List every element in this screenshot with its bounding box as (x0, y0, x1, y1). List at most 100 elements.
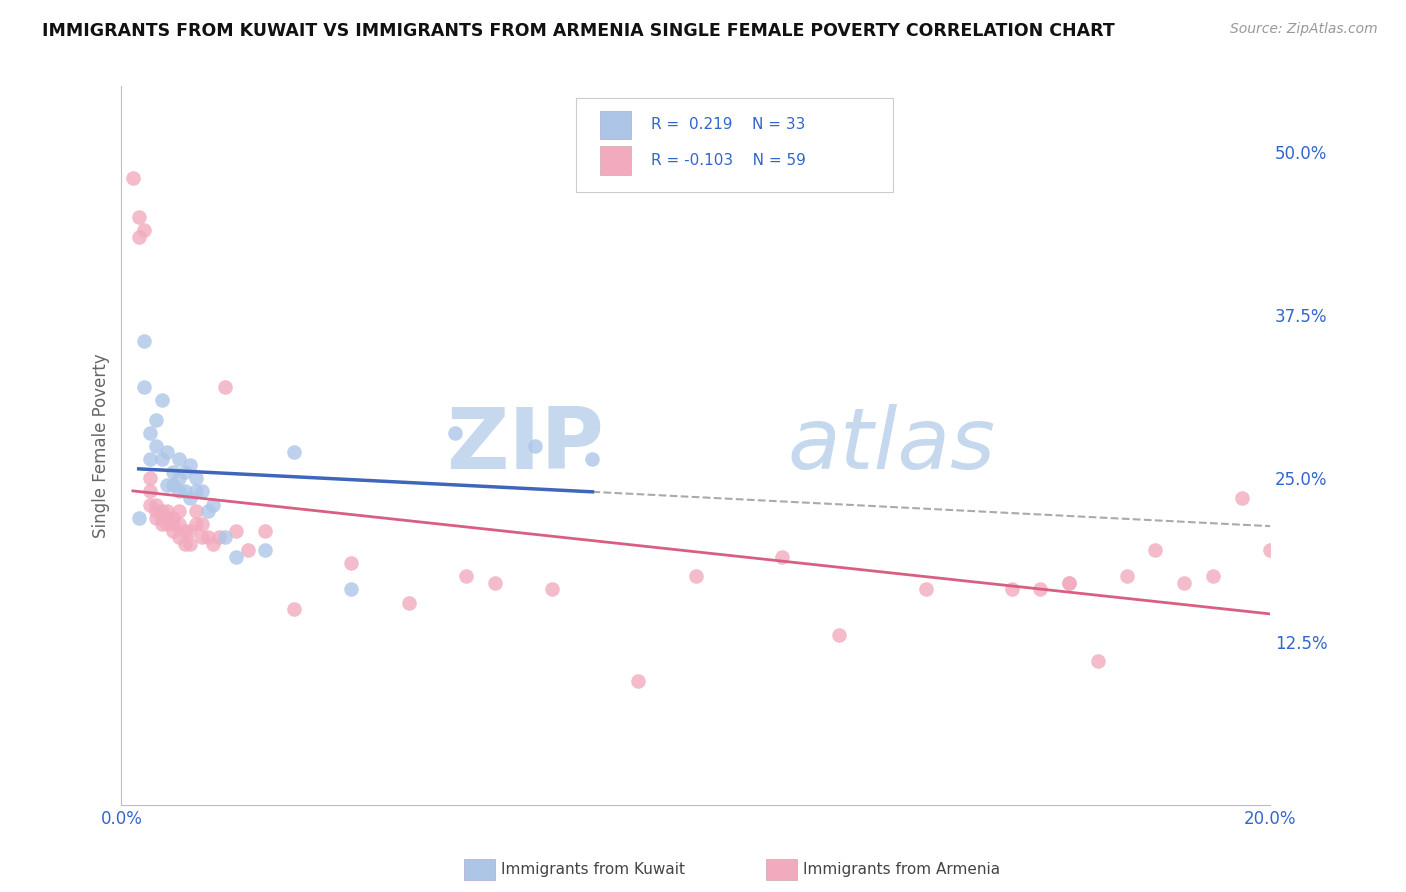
Point (254, 524, 277, 538)
Point (184, 504, 207, 518)
Point (685, 569, 707, 583)
Point (139, 451, 162, 466)
Point (225, 524, 247, 538)
Point (914, 582, 936, 597)
Point (156, 445, 179, 459)
Point (1258, 543, 1281, 558)
Text: Source: ZipAtlas.com: Source: ZipAtlas.com (1230, 22, 1378, 37)
Point (128, 229, 150, 244)
Point (283, 602, 305, 616)
Point (1115, 569, 1137, 583)
Point (167, 484, 190, 499)
Point (162, 478, 184, 492)
Point (214, 380, 236, 394)
Point (1173, 576, 1195, 591)
Point (581, 451, 603, 466)
Point (128, 510, 150, 524)
Point (139, 498, 162, 512)
Point (214, 530, 236, 544)
Text: R =  0.219    N = 33: R = 0.219 N = 33 (651, 118, 806, 132)
Point (162, 517, 184, 532)
Point (184, 471, 207, 485)
Point (150, 504, 173, 518)
Point (1230, 491, 1253, 505)
Point (145, 504, 167, 518)
Point (770, 549, 793, 564)
Point (128, 210, 150, 224)
Point (225, 549, 247, 564)
Point (191, 484, 214, 499)
Point (167, 451, 190, 466)
Point (156, 504, 179, 518)
Point (150, 510, 173, 524)
Text: IMMIGRANTS FROM KUWAIT VS IMMIGRANTS FROM ARMENIA SINGLE FEMALE POVERTY CORRELAT: IMMIGRANTS FROM KUWAIT VS IMMIGRANTS FRO… (42, 22, 1115, 40)
Text: Immigrants from Armenia: Immigrants from Armenia (803, 863, 1000, 877)
Point (197, 504, 219, 518)
Point (167, 530, 190, 544)
Point (167, 504, 190, 518)
Point (162, 510, 184, 524)
Point (145, 439, 167, 453)
Point (1202, 569, 1225, 583)
Point (541, 582, 564, 597)
Point (139, 425, 162, 440)
Text: ZIP: ZIP (446, 404, 605, 487)
Point (398, 595, 420, 609)
Y-axis label: Single Female Poverty: Single Female Poverty (93, 353, 110, 538)
Point (191, 530, 214, 544)
Point (145, 498, 167, 512)
Point (184, 517, 207, 532)
Point (167, 517, 190, 532)
Point (179, 537, 201, 551)
Point (156, 478, 179, 492)
Point (627, 673, 650, 688)
Point (173, 484, 195, 499)
Point (150, 392, 173, 407)
Point (156, 517, 179, 532)
Point (1001, 582, 1024, 597)
Point (202, 498, 225, 512)
Point (173, 537, 195, 551)
Point (340, 582, 363, 597)
Point (184, 484, 207, 499)
Point (179, 491, 201, 505)
Point (134, 223, 156, 237)
Point (173, 465, 195, 479)
Text: R = -0.103    N = 59: R = -0.103 N = 59 (651, 153, 806, 168)
Text: Immigrants from Kuwait: Immigrants from Kuwait (501, 863, 685, 877)
Point (283, 445, 305, 459)
Point (197, 530, 219, 544)
Point (254, 543, 277, 558)
Point (156, 510, 179, 524)
Point (150, 517, 173, 532)
Point (1087, 654, 1109, 668)
Point (145, 510, 167, 524)
Point (162, 524, 184, 538)
Point (145, 412, 167, 426)
Point (1057, 576, 1080, 591)
Point (162, 465, 184, 479)
Point (484, 576, 506, 591)
Point (202, 537, 225, 551)
Text: atlas: atlas (787, 404, 995, 487)
Point (1144, 543, 1167, 558)
Point (167, 471, 190, 485)
Point (454, 569, 477, 583)
Point (122, 170, 145, 185)
Point (236, 543, 259, 558)
Point (443, 425, 465, 440)
Point (208, 530, 231, 544)
Point (150, 451, 173, 466)
Point (1029, 582, 1052, 597)
Point (139, 471, 162, 485)
Point (524, 439, 547, 453)
Point (828, 628, 851, 642)
Point (179, 458, 201, 473)
Point (179, 524, 201, 538)
Point (191, 517, 214, 532)
Point (1057, 576, 1080, 591)
Point (139, 484, 162, 499)
Point (134, 334, 156, 348)
Point (134, 380, 156, 394)
Point (340, 557, 363, 571)
